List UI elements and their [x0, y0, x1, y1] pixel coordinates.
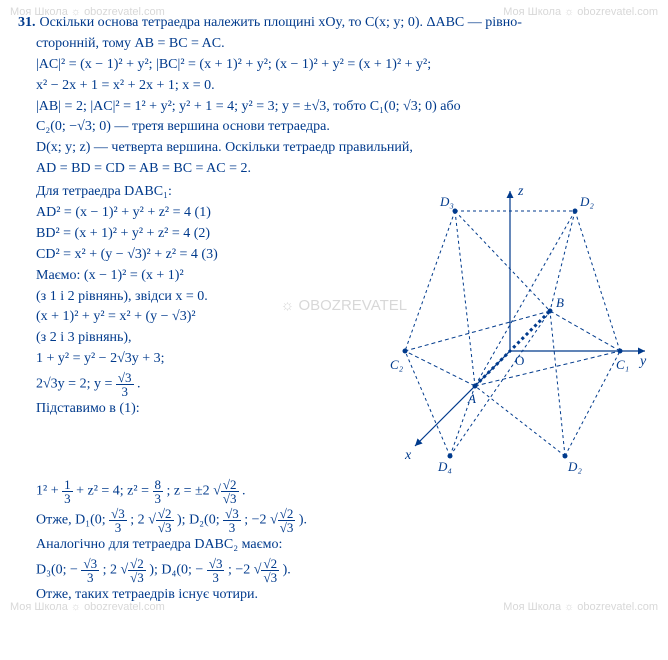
line-17: 1 + y² = y² − 2√3y + 3;	[18, 350, 350, 369]
label-d4: D₄	[437, 459, 452, 474]
line-15: (x + 1)² + y² = x² + (y − √3)²	[18, 308, 350, 327]
z-label: z	[517, 184, 524, 199]
line-9: Для тетраедра DABC₁:	[18, 183, 350, 202]
label-d2b: D₂	[567, 459, 582, 474]
line-1: 31. Оскільки основа тетраедра належить п…	[18, 14, 650, 33]
label-d2t: D₂	[579, 194, 594, 209]
line-13: Маємо: (x − 1)² = (x + 1)²	[18, 267, 350, 286]
line-8: AD = BD = CD = AB = BC = AC = 2.	[18, 160, 650, 179]
line-21: Отже, D₁(0; √33 ; 2 √√2√3 ); D₂(0; √33 ;…	[18, 507, 650, 534]
line-23: D₃(0; − √33 ; 2 √√2√3 ); D₄(0; − √33 ; −…	[18, 557, 650, 584]
line-18: 2√3y = 2; y = √33 .	[18, 371, 350, 398]
label-d3: D₃	[439, 194, 454, 209]
line-20: 1² + 13 + z² = 4; z² = 83 ; z = ±2 √√2√3…	[18, 478, 650, 505]
line-11: BD² = (x + 1)² + y² + z² = 4 (2)	[18, 225, 350, 244]
line-2: сторонній, тому AB = BC = AC.	[18, 35, 650, 54]
problem-number: 31.	[18, 14, 36, 33]
line-24: Отже, таких тетраедрів існує чотири.	[18, 586, 650, 605]
x-label: x	[404, 448, 412, 463]
label-b: B	[556, 295, 564, 310]
line-6: C₂(0; −√3; 0) — третя вершина основи тет…	[18, 118, 650, 137]
line-14: (з 1 і 2 рівнянь), звідси x = 0.	[18, 288, 350, 307]
line-10: AD² = (x − 1)² + y² + z² = 4 (1)	[18, 204, 350, 223]
y-label: y	[638, 354, 647, 369]
line-4: x² − 2x + 1 = x² + 2x + 1; x = 0.	[18, 77, 650, 96]
label-c1: C₁	[616, 357, 629, 372]
line-12: CD² = x² + (y − √3)² + z² = 4 (3)	[18, 246, 350, 265]
line-5: |AB| = 2; |AC|² = 1² + y²; y² + 1 = 4; y…	[18, 98, 650, 117]
line-3: |AC|² = (x − 1)² + y²; |BC|² = (x + 1)² …	[18, 56, 650, 75]
line-22: Аналогічно для тетраедра DABC₂ маємо:	[18, 536, 650, 555]
upper-edges	[405, 211, 620, 386]
base-edges	[405, 311, 620, 386]
line-19: Підставимо в (1):	[18, 400, 350, 419]
line-16: (з 2 і 3 рівнянь),	[18, 329, 350, 348]
tetrahedron-diagram: z y x O A B C₁ C₂ D₃ D₂ D₄	[350, 181, 650, 471]
label-c2: C₂	[390, 357, 404, 372]
line-7: D(x; y; z) — четверта вершина. Оскільки …	[18, 139, 650, 158]
x-axis	[415, 351, 510, 446]
diagram-container: z y x O A B C₁ C₂ D₃ D₂ D₄	[350, 181, 650, 476]
